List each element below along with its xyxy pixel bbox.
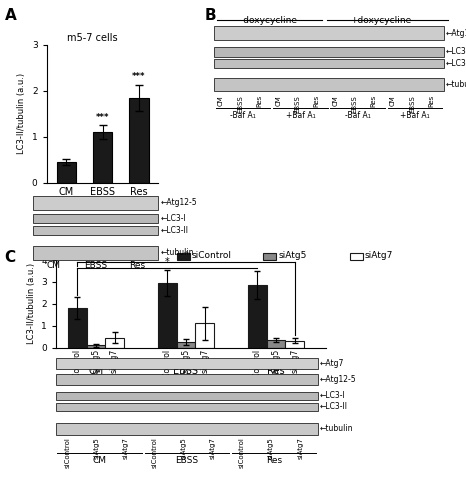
Bar (195, 324, 214, 347)
Text: B: B (205, 8, 217, 22)
Text: ←tubulin: ←tubulin (320, 424, 354, 433)
Text: siAtg7: siAtg7 (297, 437, 303, 459)
Text: +Baf A₁: +Baf A₁ (400, 111, 430, 120)
Text: ***: *** (132, 72, 145, 81)
Bar (267, 340, 285, 347)
Text: siControl: siControl (152, 437, 158, 468)
Text: EBSS: EBSS (295, 95, 301, 113)
Text: Res: Res (428, 95, 434, 108)
Text: siAtg5: siAtg5 (181, 437, 187, 459)
Text: siControl: siControl (64, 437, 70, 468)
Bar (68, 308, 87, 348)
Text: Res: Res (267, 366, 285, 376)
Text: -doxycycline: -doxycycline (240, 16, 297, 25)
Bar (285, 340, 304, 347)
Y-axis label: LC3-II/tubulin (a.u.): LC3-II/tubulin (a.u.) (27, 263, 35, 344)
Text: CM: CM (333, 95, 339, 106)
Text: ←LC3-II: ←LC3-II (320, 402, 348, 411)
Text: EBSS: EBSS (173, 366, 199, 376)
Bar (129, 98, 149, 182)
Text: Res: Res (371, 95, 377, 108)
Text: EBSS: EBSS (409, 95, 415, 113)
Text: Res: Res (130, 261, 145, 270)
Text: +Baf A₁: +Baf A₁ (286, 111, 315, 120)
Text: ←Atg12-5: ←Atg12-5 (161, 198, 198, 207)
Text: EBSS: EBSS (237, 95, 243, 113)
Text: ←LC3-I: ←LC3-I (320, 391, 346, 400)
Text: CM: CM (47, 261, 61, 270)
Text: CM: CM (275, 95, 281, 106)
Text: siControl: siControl (192, 252, 232, 260)
Text: EBSS: EBSS (352, 95, 358, 113)
Bar (105, 338, 124, 347)
Bar (248, 285, 267, 348)
Text: siAtg7: siAtg7 (364, 252, 393, 260)
Text: Res: Res (256, 95, 262, 108)
Y-axis label: LC3-II/tubulin (a.u.): LC3-II/tubulin (a.u.) (17, 73, 26, 154)
Bar (87, 346, 105, 348)
Text: EBSS: EBSS (84, 261, 107, 270)
Text: *: * (165, 258, 170, 268)
Text: EBSS: EBSS (175, 456, 199, 465)
Text: CM: CM (218, 95, 224, 106)
Text: Res: Res (314, 95, 320, 108)
Bar (177, 342, 195, 347)
Text: ←Atg12-5: ←Atg12-5 (320, 375, 356, 384)
Text: CM: CM (88, 366, 103, 376)
Text: ***: *** (96, 112, 109, 122)
Text: siControl: siControl (239, 437, 245, 468)
Text: CM: CM (390, 95, 396, 106)
Text: *: * (184, 252, 188, 262)
Bar (158, 283, 177, 348)
Text: -Baf A₁: -Baf A₁ (230, 111, 256, 120)
Text: -Baf A₁: -Baf A₁ (345, 111, 370, 120)
Text: siAtg5: siAtg5 (278, 252, 307, 260)
Text: +doxycycline: +doxycycline (350, 16, 411, 25)
Text: ←LC3-II: ←LC3-II (161, 226, 189, 235)
Bar (56, 162, 76, 182)
Text: CM: CM (93, 456, 107, 465)
Text: Res: Res (266, 456, 282, 465)
Text: ←Atg7: ←Atg7 (320, 359, 344, 368)
Bar (93, 132, 112, 182)
Text: ←LC3-I: ←LC3-I (161, 214, 186, 223)
Text: m5-7 cells: m5-7 cells (67, 33, 117, 43)
Text: siAtg7: siAtg7 (210, 437, 216, 459)
Text: siAtg5: siAtg5 (268, 437, 274, 459)
Text: siAtg5: siAtg5 (94, 437, 100, 459)
Text: A: A (5, 8, 16, 22)
Text: ←tubulin: ←tubulin (446, 80, 466, 89)
Text: ←tubulin: ←tubulin (161, 248, 194, 257)
Text: ←LC3-II: ←LC3-II (446, 59, 466, 68)
Text: C: C (5, 250, 16, 265)
Text: ←LC3-I: ←LC3-I (446, 48, 466, 56)
Text: ←Atg12-5: ←Atg12-5 (446, 28, 466, 38)
Text: siAtg7: siAtg7 (123, 437, 129, 459)
